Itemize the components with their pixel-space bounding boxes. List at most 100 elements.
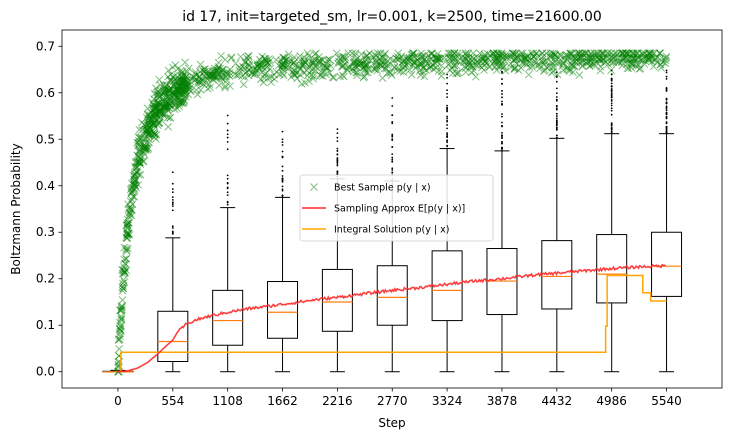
scatter-point xyxy=(308,56,317,64)
scatter-point xyxy=(226,65,234,74)
scatter-point xyxy=(624,55,633,64)
flier-point xyxy=(336,147,339,150)
flier-point xyxy=(501,115,503,118)
flier-point xyxy=(226,141,229,143)
y-axis: 0.0 0.1 0.2 0.3 0.4 0.5 0.6 0.7 xyxy=(36,39,62,379)
scatter-point xyxy=(119,266,127,275)
x-tick-label: 1662 xyxy=(267,394,298,408)
x-tick-label: 3878 xyxy=(487,394,518,408)
flier-point xyxy=(610,113,613,116)
flier-point xyxy=(171,182,174,185)
flier-point xyxy=(281,188,284,191)
flier-point xyxy=(226,181,229,184)
scatter-point xyxy=(477,54,485,63)
scatter-point xyxy=(291,61,300,70)
y-tick-label: 0.3 xyxy=(36,225,55,239)
scatter-point xyxy=(446,49,454,58)
flier-point xyxy=(281,144,284,146)
flier-point xyxy=(665,71,668,74)
legend-label: Best Sample p(y | x) xyxy=(334,183,431,194)
flier-point xyxy=(171,196,174,198)
scatter-point xyxy=(144,121,153,130)
x-tick-label: 5540 xyxy=(651,394,682,408)
flier-point xyxy=(610,94,613,96)
flier-point xyxy=(171,209,174,212)
scatter-point xyxy=(461,64,470,72)
flier-point xyxy=(391,169,394,171)
flier-point xyxy=(171,227,174,229)
flier-point xyxy=(610,85,613,88)
scatter-point xyxy=(116,318,124,327)
scatter-point xyxy=(623,64,632,73)
scatter-point xyxy=(206,83,214,92)
scatter-point xyxy=(122,266,131,275)
scatter-point xyxy=(279,63,287,72)
flier-point xyxy=(446,127,449,130)
scatter-point xyxy=(135,158,144,166)
scatter-point xyxy=(563,63,572,72)
scatter-point xyxy=(154,99,162,108)
x-tick-label: 1108 xyxy=(212,394,243,408)
flier-point xyxy=(171,198,174,201)
flier-point xyxy=(226,114,229,117)
y-tick-label: 0.7 xyxy=(36,39,55,53)
boxplot xyxy=(157,237,189,373)
scatter-point xyxy=(464,57,473,66)
scatter-point xyxy=(349,67,358,76)
flier-point xyxy=(610,82,613,85)
scatter-point xyxy=(469,67,478,75)
flier-point xyxy=(171,188,174,190)
scatter-point xyxy=(114,336,123,344)
flier-point xyxy=(665,106,668,109)
scatter-point xyxy=(453,57,462,66)
scatter-point xyxy=(181,92,190,101)
flier-point xyxy=(555,124,558,127)
flier-point xyxy=(281,165,284,168)
scatter-point xyxy=(121,260,130,268)
flier-point xyxy=(281,177,284,180)
flier-point xyxy=(226,122,229,125)
flier-point xyxy=(555,128,558,131)
scatter-point xyxy=(361,68,370,77)
scatter-point xyxy=(119,284,128,293)
flier-point xyxy=(391,121,394,123)
scatter-point xyxy=(236,52,245,61)
scatter-point xyxy=(539,67,548,76)
scatter-point xyxy=(122,246,130,255)
scatter-point xyxy=(245,66,254,75)
flier-point xyxy=(446,133,449,136)
x-tick-label: 2216 xyxy=(322,394,353,408)
boxplot xyxy=(212,207,244,373)
flier-point xyxy=(391,145,394,148)
legend: Best Sample p(y | x) Sampling Approx E[p(… xyxy=(299,174,494,242)
scatter-point xyxy=(507,63,515,72)
flier-point xyxy=(501,134,503,137)
scatter-point xyxy=(240,64,248,72)
scatter-point xyxy=(311,50,319,59)
scatter-point xyxy=(133,151,141,160)
scatter-point xyxy=(124,200,132,209)
flier-point xyxy=(665,87,668,90)
scatter-point xyxy=(583,54,592,63)
flier-point xyxy=(446,134,449,137)
scatter-point xyxy=(602,58,610,66)
scatter-point xyxy=(517,56,525,64)
x-tick-label: 2770 xyxy=(377,394,408,408)
flier-point xyxy=(610,124,613,127)
scatter-point xyxy=(427,59,435,67)
scatter-point xyxy=(167,84,175,92)
scatter-point xyxy=(303,49,312,58)
scatter-point xyxy=(604,49,613,58)
box-body xyxy=(267,281,299,339)
flier-point xyxy=(391,160,394,162)
scatter-point xyxy=(576,53,584,62)
flier-point xyxy=(555,117,558,120)
flier-point xyxy=(665,122,668,125)
scatter-point xyxy=(567,60,576,69)
scatter-point xyxy=(196,86,205,94)
scatter-point xyxy=(238,72,246,81)
scatter-point xyxy=(514,66,523,75)
scatter-point xyxy=(533,61,542,70)
flier-point xyxy=(555,92,558,94)
